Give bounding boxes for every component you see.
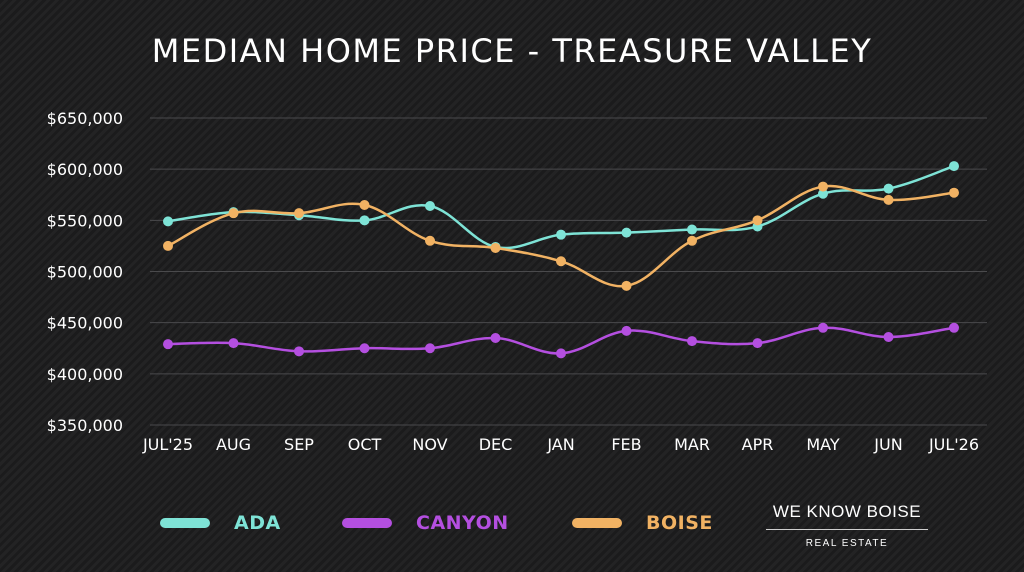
y-tick-label: $650,000 — [47, 109, 123, 128]
data-point-ada — [621, 227, 632, 238]
data-point-ada — [556, 229, 566, 240]
data-point-boise — [294, 208, 304, 219]
legend-item-boise: BOISE — [572, 512, 713, 534]
x-tick-label: AUG — [216, 435, 251, 454]
legend-label-ada: ADA — [234, 512, 281, 534]
data-point-canyon — [883, 331, 894, 342]
y-tick-label: $550,000 — [47, 211, 123, 230]
legend-label-boise: BOISE — [646, 512, 713, 534]
data-point-canyon — [818, 322, 828, 333]
x-tick-label: JAN — [546, 435, 574, 454]
series-lines — [163, 161, 959, 359]
x-tick-label: MAR — [674, 435, 710, 454]
x-axis-ticks: JUL'25 AUG SEP OCT NOV DEC JAN FEB MAR APR MAY JUN J… — [142, 435, 979, 454]
data-point-boise — [425, 235, 435, 246]
legend-swatch-boise — [572, 518, 622, 528]
data-point-canyon — [294, 346, 304, 357]
data-point-boise — [163, 240, 173, 251]
data-point-canyon — [687, 336, 697, 347]
data-point-boise — [359, 199, 370, 210]
x-tick-label: SEP — [284, 435, 314, 454]
y-tick-label: $450,000 — [47, 314, 123, 333]
data-point-canyon — [490, 333, 501, 344]
data-point-canyon — [228, 338, 239, 349]
series-ada — [163, 161, 959, 252]
data-point-boise — [752, 215, 763, 226]
x-tick-label: JUL'25 — [142, 435, 193, 454]
x-tick-label: MAY — [806, 435, 840, 454]
legend-label-canyon: CANYON — [416, 512, 509, 534]
legend-swatch-canyon — [342, 518, 392, 528]
x-tick-label: OCT — [348, 435, 382, 454]
data-point-ada — [687, 224, 697, 235]
brand-subtitle: REAL ESTATE — [805, 538, 889, 549]
data-point-ada — [883, 183, 894, 194]
legend-item-ada: ADA — [160, 512, 281, 534]
data-point-canyon — [752, 338, 763, 349]
data-point-boise — [883, 194, 894, 205]
data-point-boise — [621, 280, 632, 291]
series-boise — [163, 181, 959, 291]
data-point-canyon — [949, 322, 959, 333]
data-point-ada — [425, 201, 435, 212]
data-point-ada — [949, 161, 959, 172]
brand-logo: WE KNOW BOISE REAL ESTATE — [766, 502, 928, 549]
data-point-canyon — [556, 348, 566, 359]
x-tick-label: NOV — [412, 435, 447, 454]
data-point-boise — [949, 187, 959, 198]
legend-item-canyon: CANYON — [342, 512, 509, 534]
y-tick-label: $600,000 — [47, 160, 123, 179]
line-chart: $350,000 $400,000 $450,000 $500,000 $550,000… — [47, 109, 987, 454]
data-point-boise — [228, 208, 239, 219]
y-tick-label: $500,000 — [47, 263, 123, 282]
data-point-boise — [490, 242, 501, 253]
data-point-ada — [163, 216, 173, 227]
data-point-boise — [818, 181, 828, 192]
y-tick-label: $350,000 — [47, 416, 123, 435]
legend-swatch-ada — [160, 518, 210, 528]
x-tick-label: DEC — [479, 435, 513, 454]
series-canyon — [163, 322, 959, 359]
data-point-boise — [687, 235, 697, 246]
x-tick-label: JUN — [873, 435, 902, 454]
data-point-canyon — [621, 325, 632, 336]
y-tick-label: $400,000 — [47, 365, 123, 384]
data-point-canyon — [163, 339, 173, 350]
data-point-ada — [359, 215, 370, 226]
grid-lines — [150, 117, 987, 426]
data-point-canyon — [425, 343, 435, 354]
y-axis-ticks: $350,000 $400,000 $450,000 $500,000 $550,000… — [47, 109, 123, 435]
chart-title: MEDIAN HOME PRICE - TREASURE VALLEY — [151, 32, 873, 70]
data-point-boise — [556, 256, 566, 267]
data-point-canyon — [359, 343, 370, 354]
data-point-ada — [818, 188, 828, 199]
brand-name: WE KNOW BOISE — [766, 502, 928, 530]
x-tick-label: FEB — [611, 435, 641, 454]
x-tick-label: APR — [742, 435, 774, 454]
x-tick-label: JUL'26 — [928, 435, 979, 454]
